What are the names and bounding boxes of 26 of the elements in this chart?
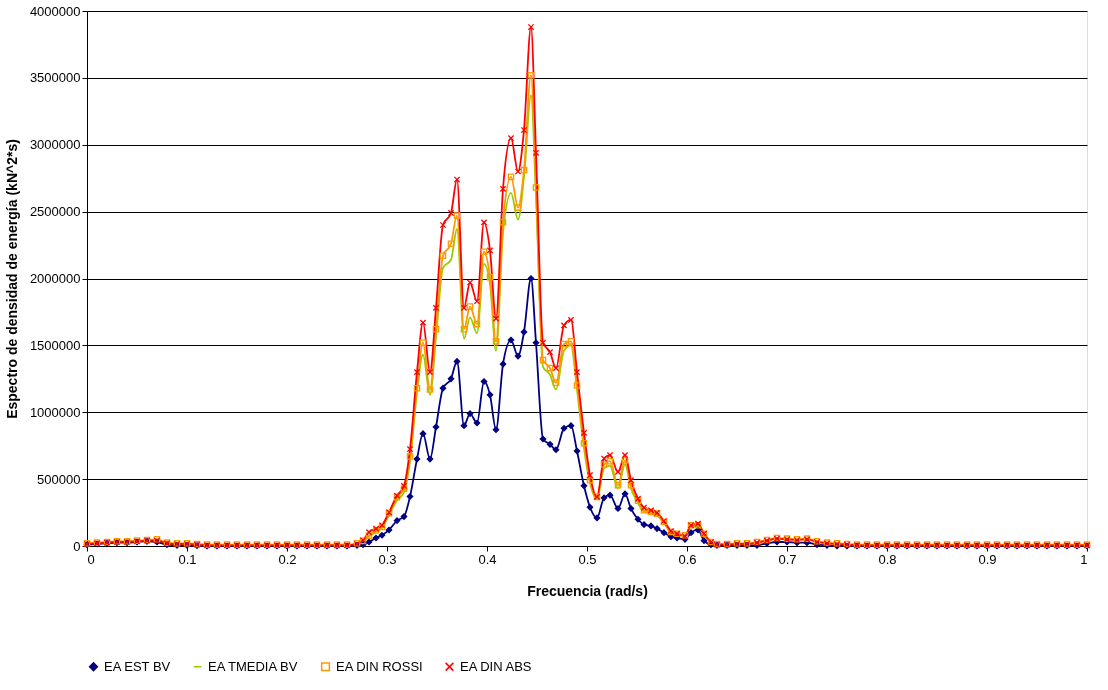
legend-label: EA EST BV [104, 658, 171, 674]
x-tick-label: 0.4 [478, 551, 497, 567]
x-tick-label: 0.1 [178, 551, 197, 567]
x-tick-label: 0.6 [678, 551, 697, 567]
y-tick-label: 500000 [37, 471, 81, 487]
y-tick-label: 2500000 [29, 204, 81, 220]
y-tick-label: 0 [73, 538, 81, 554]
x-tick-label: 0.2 [278, 551, 297, 567]
y-axis-title: Espectro de densidad de energía (kN^2*s) [3, 139, 20, 419]
y-tick-label: 1000000 [29, 404, 81, 420]
x-tick-label: 0.9 [978, 551, 997, 567]
x-tick-label: 0.5 [578, 551, 597, 567]
x-tick-label: 0.3 [378, 551, 397, 567]
y-tick-label: 2000000 [29, 271, 81, 286]
legend-label: EA TMEDIA BV [208, 658, 298, 674]
x-tick-label: 0.7 [778, 551, 797, 567]
x-axis-title: Frecuencia (rad/s) [527, 582, 648, 599]
y-tick-label: 3500000 [29, 70, 81, 86]
y-tick-label: 1500000 [29, 337, 81, 353]
x-tick-label: 0 [87, 551, 95, 567]
y-tick-label: 4000000 [29, 3, 81, 19]
x-tick-label: 0.8 [878, 551, 897, 567]
legend-label: EA DIN ABS [460, 658, 532, 674]
legend-label: EA DIN ROSSI [336, 658, 423, 674]
x-tick-label: 1 [1080, 551, 1088, 567]
y-tick-label: 3000000 [29, 137, 81, 153]
